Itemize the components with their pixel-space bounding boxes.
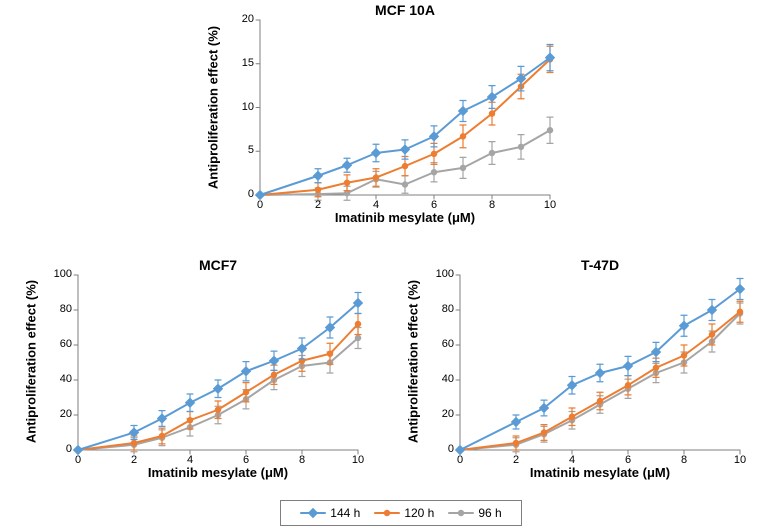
xlabel-mcf7: Imatinib mesylate (μM) xyxy=(78,465,358,480)
xlabel-mcf10a: Imatinib mesylate (μM) xyxy=(260,210,550,225)
legend-label: 120 h xyxy=(404,506,434,520)
ylabel-t47d: Antiproliferation effect (%) xyxy=(406,262,421,462)
ytick-label: 40 xyxy=(60,373,72,385)
legend-item-s144: 144 h xyxy=(300,506,360,520)
figure-root: 051015200246810MCF 10AAntiproliferation … xyxy=(0,0,778,527)
ytick-label: 20 xyxy=(60,408,72,420)
ytick-label: 100 xyxy=(436,268,454,280)
panel-title-t47d: T-47D xyxy=(460,257,740,273)
ytick-label: 20 xyxy=(242,13,254,25)
legend-label: 144 h xyxy=(330,506,360,520)
ytick-label: 60 xyxy=(60,338,72,350)
ytick-label: 100 xyxy=(54,268,72,280)
xlabel-t47d: Imatinib mesylate (μM) xyxy=(460,465,740,480)
ytick-label: 80 xyxy=(442,303,454,315)
ytick-label: 5 xyxy=(248,144,254,156)
ytick-label: 15 xyxy=(242,57,254,69)
ytick-label: 10 xyxy=(242,101,254,113)
ylabel-mcf10a: Antiproliferation effect (%) xyxy=(206,8,221,208)
panel-title-mcf10a: MCF 10A xyxy=(260,2,550,18)
ytick-label: 60 xyxy=(442,338,454,350)
ytick-label: 80 xyxy=(60,303,72,315)
ytick-label: 40 xyxy=(442,373,454,385)
legend: 144 h 120 h 96 h xyxy=(280,500,522,526)
legend-item-s120: 120 h xyxy=(374,506,434,520)
ytick-label: 20 xyxy=(442,408,454,420)
legend-label: 96 h xyxy=(478,506,501,520)
panel-title-mcf7: MCF7 xyxy=(78,257,358,273)
ylabel-mcf7: Antiproliferation effect (%) xyxy=(24,262,39,462)
legend-item-s96: 96 h xyxy=(448,506,501,520)
